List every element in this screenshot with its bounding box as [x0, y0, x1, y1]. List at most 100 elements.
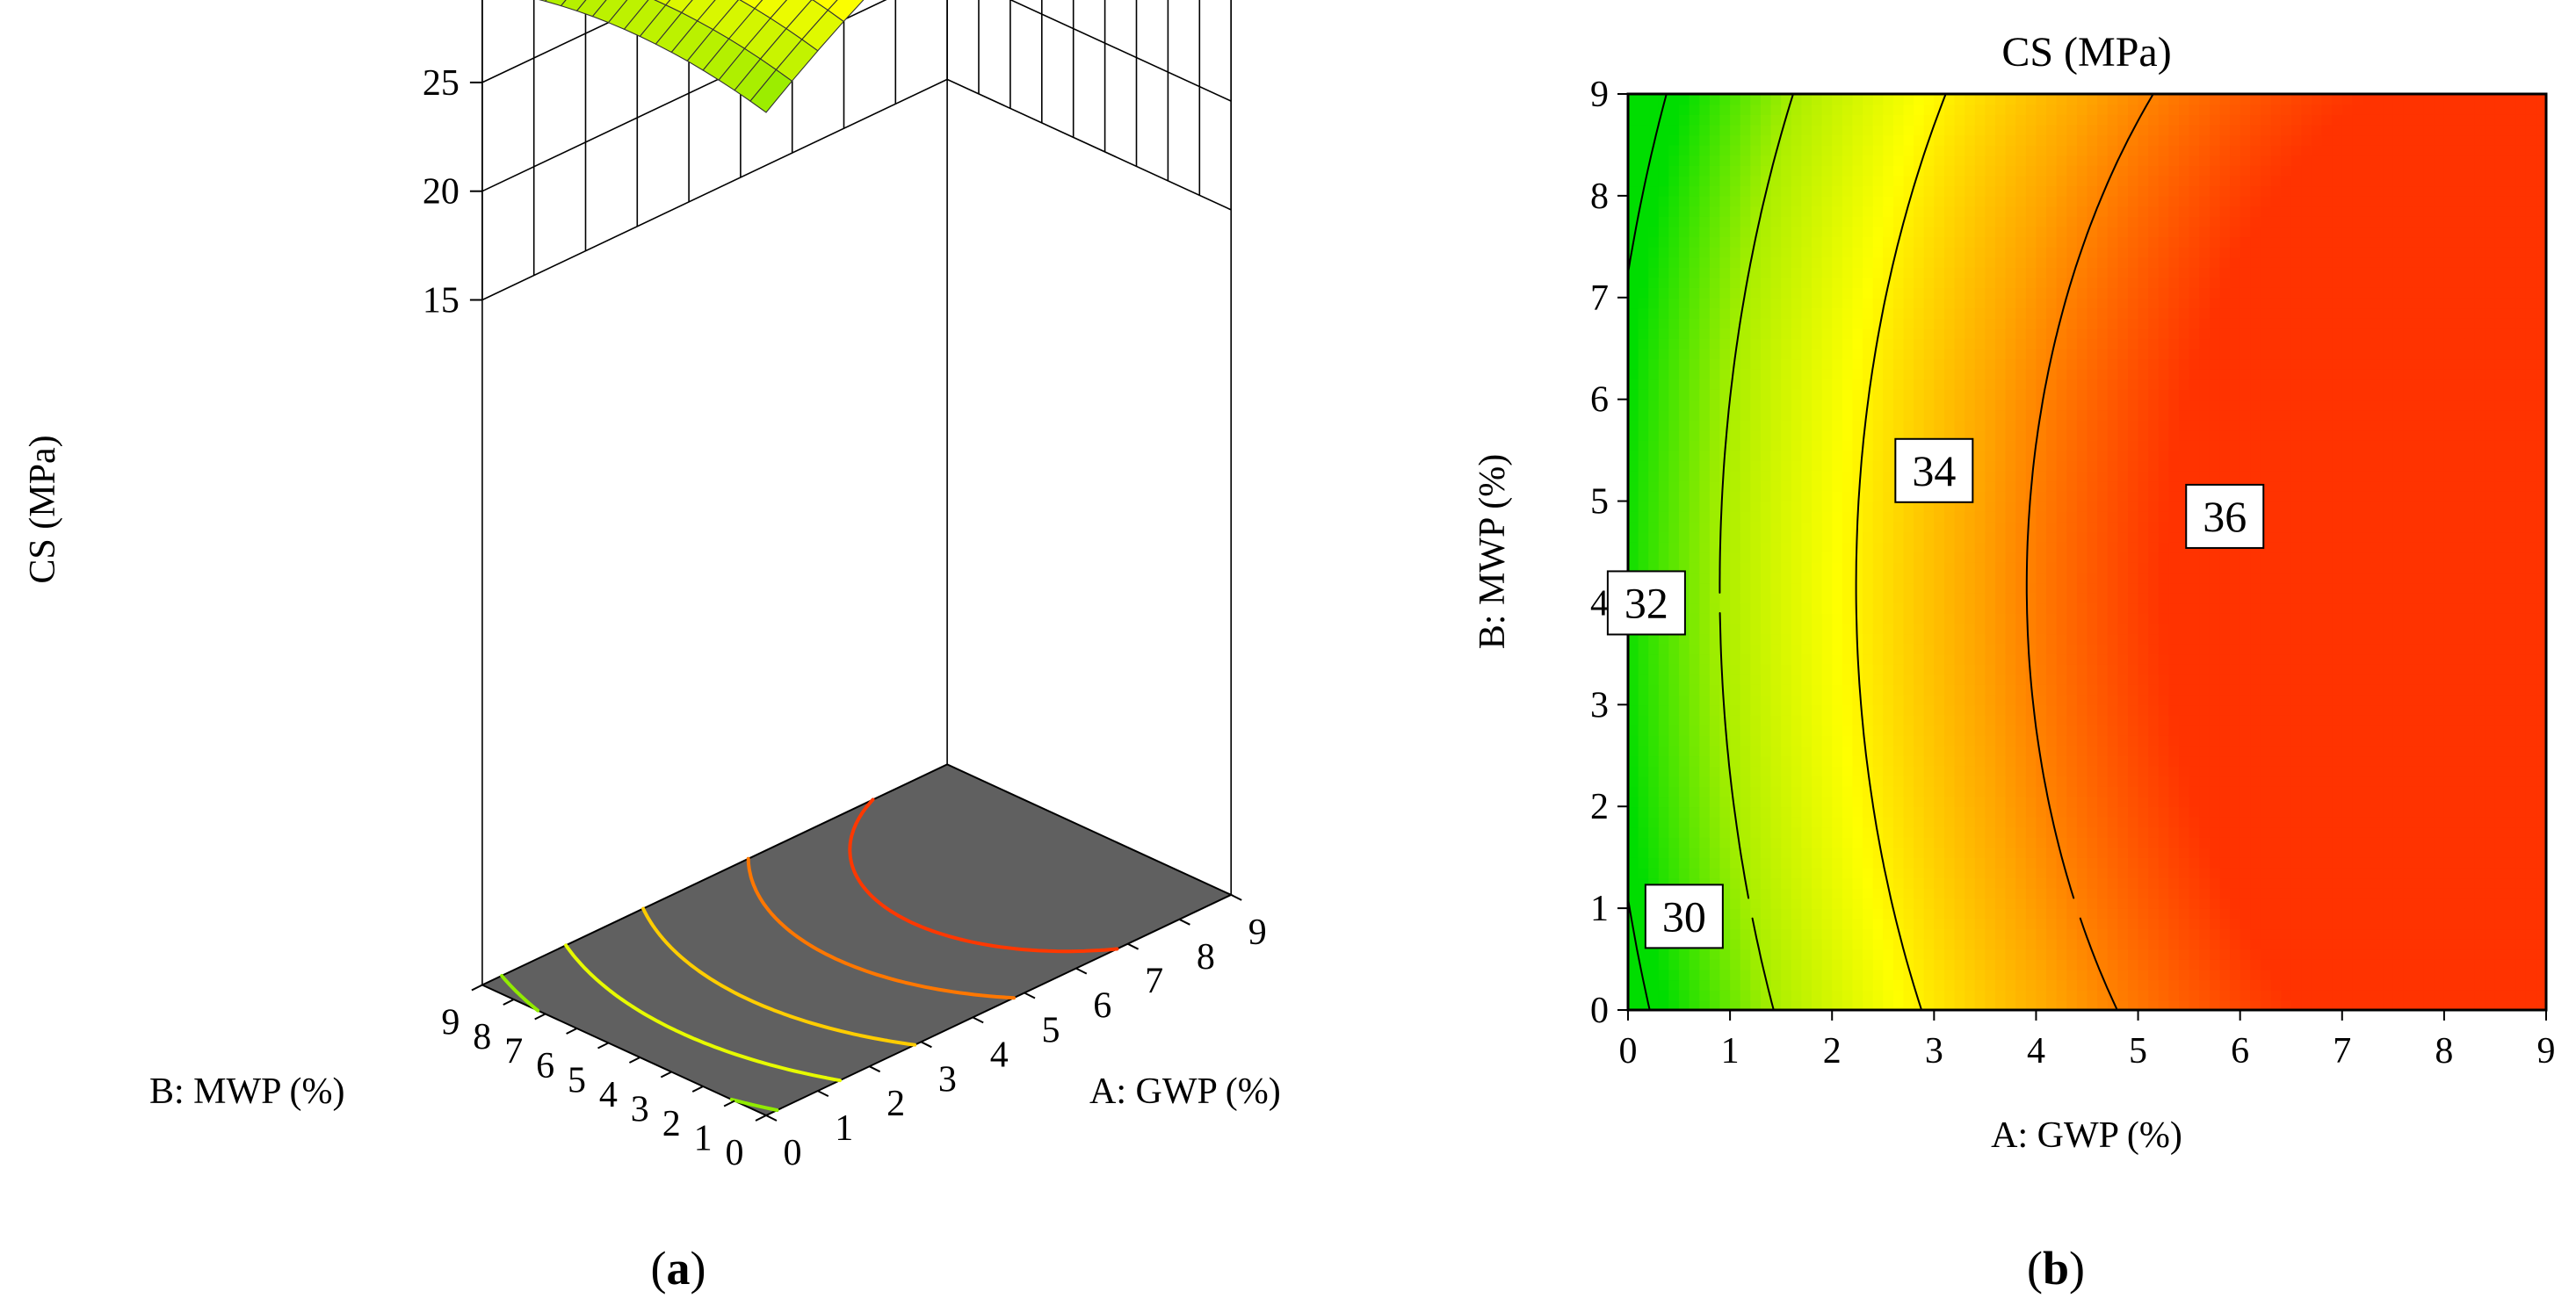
- heat-cell: [1740, 826, 1752, 838]
- heat-cell: [2056, 521, 2068, 533]
- heat-cell: [1658, 949, 1670, 960]
- heat-cell: [1638, 399, 1650, 411]
- heat-cell: [1750, 796, 1762, 808]
- heat-cell: [1658, 704, 1670, 716]
- heat-cell: [1943, 419, 1956, 431]
- heat-cell: [1892, 409, 1905, 421]
- heat-cell: [1934, 776, 1945, 787]
- heat-cell: [1791, 796, 1803, 808]
- heat-cell: [2025, 989, 2037, 1001]
- heat-cell: [1679, 267, 1690, 278]
- heat-cell: [1903, 796, 1914, 808]
- heat-cell: [1974, 623, 1986, 635]
- heat-cell: [2056, 796, 2068, 808]
- heat-cell: [1934, 572, 1945, 584]
- heat-cell: [1872, 389, 1885, 400]
- heat-cell: [1699, 185, 1711, 197]
- heat-cell: [2056, 602, 2068, 614]
- heat-cell: [1832, 989, 1843, 1001]
- heat-cell: [1832, 552, 1843, 563]
- heat-cell: [1832, 409, 1843, 421]
- heat-cell: [1668, 460, 1680, 472]
- heat-cell: [1995, 155, 2007, 166]
- heat-cell: [1985, 735, 1996, 747]
- heat-cell: [1770, 857, 1782, 869]
- heat-cell: [1863, 134, 1874, 146]
- heat-cell: [1995, 572, 2007, 584]
- heat-cell: [1883, 521, 1894, 533]
- heat-cell: [2025, 287, 2037, 299]
- heat-cell: [2005, 155, 2017, 166]
- heat-cell: [2097, 765, 2109, 777]
- heat-cell: [1679, 94, 1690, 105]
- heat-cell: [1903, 165, 1914, 177]
- heat-cell: [1719, 572, 1731, 584]
- heat-cell: [2076, 389, 2088, 400]
- heat-cell: [2056, 450, 2068, 461]
- heat-cell: [1943, 999, 1956, 1010]
- heat-cell: [1914, 908, 1925, 920]
- heat-cell: [1689, 216, 1701, 227]
- x-tick-label: 5: [1042, 1011, 1060, 1051]
- heat-cell: [1965, 226, 1976, 238]
- heat-cell: [1954, 399, 1965, 411]
- heat-cell: [1750, 816, 1762, 828]
- heat-cell: [1791, 317, 1803, 329]
- heat-cell: [1995, 541, 2007, 553]
- heat-cell: [2117, 531, 2129, 543]
- heat-cell: [2107, 949, 2119, 960]
- heat-cell: [2005, 582, 2017, 594]
- heat-cell: [1923, 826, 1936, 838]
- heat-cell: [2005, 185, 2017, 197]
- heat-cell: [1995, 328, 2007, 339]
- heat-cell: [1883, 969, 1894, 981]
- heat-cell: [2117, 979, 2129, 991]
- heat-cell: [1709, 745, 1721, 757]
- heat-cell: [2097, 887, 2109, 899]
- heat-cell: [2046, 195, 2058, 207]
- heat-cell: [1689, 725, 1701, 736]
- heat-cell: [2127, 969, 2139, 981]
- heat-cell: [1903, 175, 1914, 187]
- heat-cell: [1750, 399, 1762, 411]
- heat-cell: [2127, 216, 2139, 227]
- heat-cell: [1760, 256, 1772, 268]
- heat-cell: [2005, 195, 2017, 207]
- heat-cell: [1943, 429, 1956, 441]
- heat-cell: [2087, 704, 2098, 716]
- heat-cell: [1781, 928, 1792, 940]
- z-axis-tick-labels: 152025303540: [423, 63, 482, 321]
- heat-cell: [2097, 348, 2109, 360]
- heat-cell: [2076, 134, 2088, 146]
- heat-cell: [1842, 653, 1854, 665]
- heat-cell: [1821, 562, 1834, 574]
- heat-cell: [2107, 887, 2119, 899]
- heat-cell: [1648, 663, 1660, 675]
- heat-cell: [1658, 175, 1670, 187]
- heat-cell: [1628, 226, 1639, 238]
- heat-cell: [1638, 144, 1650, 156]
- heat-cell: [1821, 541, 1834, 553]
- heat-cell: [1750, 206, 1762, 217]
- heat-cell: [1689, 165, 1701, 177]
- heat-cell: [1719, 144, 1731, 156]
- heat-cell: [1832, 887, 1843, 899]
- heat-cell: [1740, 918, 1752, 930]
- heat-cell: [1730, 562, 1741, 574]
- heat-cell: [1648, 399, 1660, 411]
- heat-cell: [1740, 735, 1752, 747]
- heat-cell: [1781, 94, 1792, 105]
- heat-cell: [2015, 928, 2027, 940]
- heat-cell: [1628, 694, 1639, 706]
- heat-cell: [1943, 94, 1956, 105]
- heat-cell: [1638, 155, 1650, 166]
- heat-cell: [1668, 256, 1680, 268]
- heat-cell: [2046, 307, 2058, 319]
- heat-cell: [2025, 999, 2037, 1010]
- heat-cell: [1689, 562, 1701, 574]
- heat-cell: [1965, 338, 1976, 350]
- heat-cell: [1689, 246, 1701, 258]
- heat-cell: [2107, 277, 2119, 288]
- heat-cell: [1943, 256, 1956, 268]
- heat-cell: [2025, 511, 2037, 523]
